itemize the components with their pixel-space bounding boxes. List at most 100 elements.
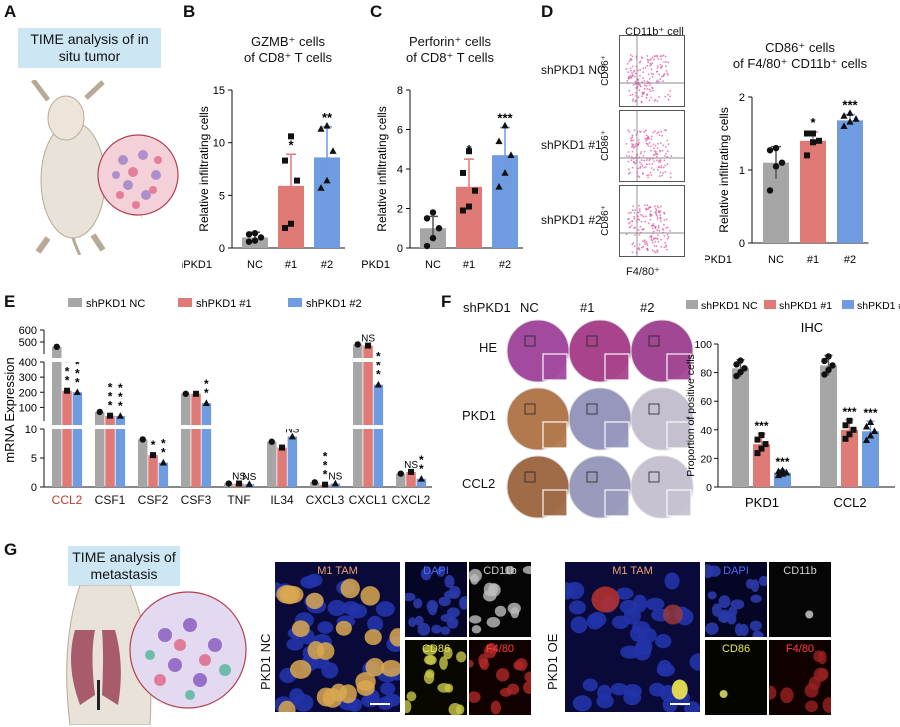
flow-event [637,215,639,218]
flow-event [625,143,628,145]
y-axis-label: Proportion of positive cells [685,354,697,477]
legend-label: shPKD1 NC [86,298,145,310]
significance-label: *** [775,455,789,469]
flow-event [643,150,646,153]
cell [405,592,416,602]
cell [655,634,672,649]
title-line: CD86⁺ cells [765,40,835,55]
flow-event [637,81,640,84]
cell [300,575,319,589]
axis-break [94,425,127,429]
y-axis-label: Relative infiltrating cells [197,106,211,231]
data-point [311,479,318,486]
panel-label-f: F [441,292,452,311]
flow-event [664,154,666,157]
cell [469,659,474,668]
axis-break [180,425,213,429]
panel-g-box-label: TIME analysis of metastasis [68,546,180,586]
channel-label: DAPI [423,565,449,577]
cell [459,596,467,609]
flow-event [629,54,632,56]
legend-swatch [842,300,854,309]
flow-event [654,144,657,147]
bar [373,384,384,487]
flow-event [635,65,638,68]
data-point [762,441,769,448]
data-point [107,412,114,419]
ihc-tissue-image [568,387,632,451]
flow-event [663,246,666,249]
data-point [331,479,339,487]
flow-event [637,229,640,231]
cell [469,691,481,703]
panel-label-d: D [541,2,554,21]
flow-event [666,139,669,142]
data-point [374,380,382,388]
bar [800,140,826,243]
cell [431,624,442,634]
flow-event [656,70,659,73]
flow-event [628,60,631,63]
flow-event [650,72,653,75]
flow-event [638,89,641,92]
bar [191,393,201,487]
data-point [501,169,509,176]
if-cd11b-nc: CD11b [469,562,531,637]
flow-event [654,251,657,254]
cell [656,663,675,677]
zoom-box [586,471,598,483]
flow-event [643,241,646,244]
flow-event [638,210,641,213]
flow-event [649,82,651,85]
flow-plot [619,185,685,257]
flow-event [656,132,659,135]
flow-event [646,143,649,145]
significance-star: * [204,386,209,400]
flow-event [652,230,655,233]
y-tick-label: 500 [19,337,37,349]
flow-event [657,225,660,227]
flow-event [642,173,644,175]
data-point [193,390,200,397]
bar [62,390,72,487]
flow-event [642,92,645,94]
flow-event [639,167,642,169]
bar [181,393,191,487]
bar [267,441,277,487]
cell [505,565,515,575]
flow-event [640,100,643,103]
data-point [852,115,860,122]
flow-event [635,220,638,222]
y-tick-label: 0 [706,482,712,494]
metastasis-illustration [66,585,247,725]
data-point [288,133,294,140]
data-point [816,137,822,144]
flow-event [653,237,656,240]
data-point [429,234,437,242]
flow-event [635,57,638,59]
flow-event [630,59,633,61]
axis-break [352,358,385,362]
y-axis-label: mRNA Expression [2,357,17,462]
axis-break [309,358,342,362]
ihc-tissue-image [506,455,570,519]
flow-event [634,92,637,94]
cell [322,688,343,708]
axis-break [137,425,170,429]
flow-event [659,216,662,219]
if-cd86-oe: CD86 [705,640,767,715]
flow-event [634,234,636,236]
flow-event [644,243,647,245]
if-merge-nc: M1 TAM [275,562,400,712]
cell [444,575,455,588]
cell [582,678,598,692]
axis-break [395,358,428,362]
flow-event [648,78,651,80]
cell [286,638,304,651]
axis-break [223,425,256,429]
y-tick-label: 5 [31,453,37,465]
flow-event [640,151,643,153]
flow-event [646,82,649,84]
cell [524,671,531,683]
data-point [870,427,879,435]
